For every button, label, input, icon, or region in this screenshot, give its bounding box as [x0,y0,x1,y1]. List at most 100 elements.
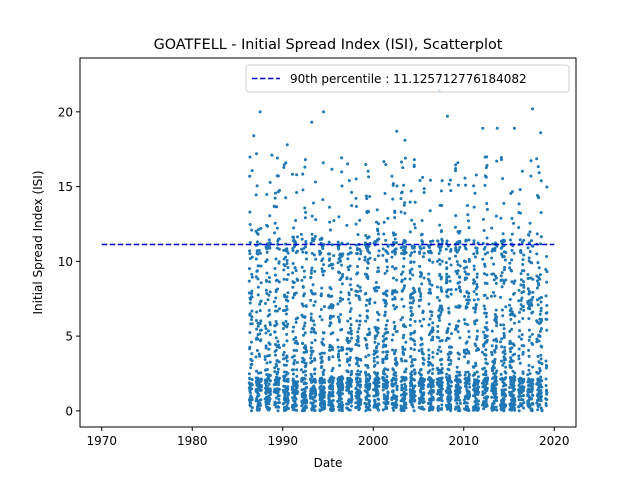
data-point [527,233,531,237]
data-point [348,283,352,287]
data-point [386,252,390,256]
data-point [513,406,516,410]
data-point [365,376,369,380]
data-point [363,401,367,405]
data-point [301,284,305,288]
data-point [490,249,494,253]
data-point [354,222,358,226]
data-point [264,331,268,335]
data-point [304,251,308,255]
data-point [328,252,332,256]
data-point [404,392,408,396]
data-point [508,364,512,367]
data-point [340,184,344,188]
data-point [530,407,534,411]
data-point [383,272,387,276]
data-point [383,372,387,376]
data-point [336,315,340,319]
data-point [454,393,458,397]
data-point [413,200,417,204]
data-point [293,358,297,362]
data-point [293,244,297,248]
data-point [273,342,277,346]
data-point [294,317,298,321]
data-point [472,264,476,268]
data-point [412,409,416,413]
data-point [527,317,531,321]
data-point [456,385,460,389]
y-tick-label: 20 [58,105,73,119]
data-point [276,383,280,387]
data-point [482,366,486,370]
data-point [475,334,479,338]
data-point [544,294,548,298]
data-point [358,406,362,410]
data-point [454,378,458,382]
data-point [427,291,431,295]
data-point [247,267,251,271]
data-point [291,262,295,265]
data-point [535,382,539,386]
data-point [439,310,443,314]
data-point [409,306,413,310]
data-point [530,384,534,388]
data-point [457,373,461,377]
data-point [483,333,487,337]
data-point [485,201,489,205]
data-point [494,344,498,348]
data-point [286,266,290,270]
data-point [438,249,442,253]
data-point [390,378,394,382]
data-point [258,332,262,336]
data-point [486,251,490,255]
data-point [328,348,332,352]
data-point [508,297,512,301]
data-point [268,374,272,378]
data-point [504,365,508,369]
data-point [417,400,421,404]
data-point [518,238,522,242]
data-point [428,398,432,402]
data-point [385,319,389,323]
data-point [440,366,444,370]
data-point [427,401,431,405]
data-point [357,364,361,368]
data-point [250,406,254,410]
data-point [485,236,489,240]
data-point [420,218,424,222]
data-point [381,388,385,392]
data-point [410,370,414,374]
data-point [367,299,371,303]
data-point [503,358,507,362]
data-point [429,362,433,366]
data-point [367,353,371,357]
data-point [255,336,259,340]
data-point [286,251,290,255]
data-point [417,289,421,293]
data-point [413,342,417,346]
data-point [527,256,531,260]
data-point [282,163,286,167]
data-point [330,243,334,247]
data-point [303,405,307,409]
data-point [502,398,506,402]
data-point [529,174,533,178]
data-point [249,362,253,366]
data-point [473,380,477,384]
data-point [313,269,317,273]
data-point [512,292,516,296]
data-point [264,278,268,282]
data-point [349,323,353,327]
data-point [472,205,476,209]
data-point [340,348,343,352]
data-point [303,275,307,279]
data-point [312,323,316,327]
data-point [292,354,296,358]
data-point [500,392,504,396]
data-point [267,275,271,279]
data-point [383,314,387,318]
data-point [273,221,277,225]
data-point [476,375,480,379]
data-point [431,335,435,339]
data-point [481,390,485,394]
